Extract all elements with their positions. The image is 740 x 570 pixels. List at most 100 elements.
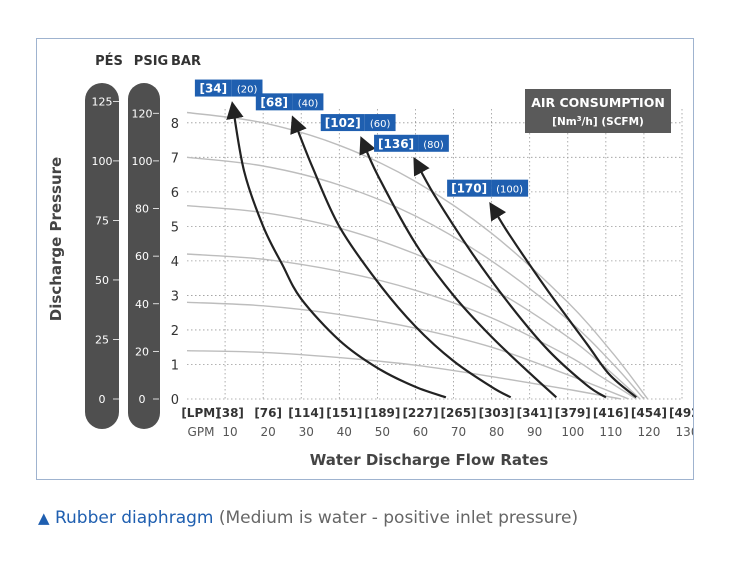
- air-consumption-label-badge: [292, 93, 324, 111]
- air-consumption-label-badge: [320, 114, 365, 132]
- legend-title: AIR CONSUMPTION: [531, 95, 665, 110]
- x-tick-lpm: [492]: [669, 406, 693, 420]
- x-tick-gpm: 10: [222, 425, 237, 439]
- psig-tick-label: 100: [132, 155, 153, 168]
- air-consumption-label-badge: [418, 134, 449, 152]
- y-axis-title: Discharge Pressure: [47, 157, 65, 321]
- air-consumption-label-badge: [491, 179, 529, 197]
- pes-scale-ticks: 0255075100125150175200225250275: [92, 36, 119, 406]
- psig-scale-pill: [128, 83, 160, 429]
- x-tick-gpm: 30: [299, 425, 314, 439]
- x-tick-lpm: [189]: [364, 406, 400, 420]
- bar-tick-label: 4: [171, 255, 179, 270]
- x-tick-lpm: [38]: [216, 406, 244, 420]
- air-consumption-nm3: [170]: [451, 182, 487, 196]
- x-tick-lpm: [454]: [631, 406, 667, 420]
- x-tick-lpm: [76]: [254, 406, 282, 420]
- x-tick-lpm: [227]: [402, 406, 438, 420]
- air-consumption-nm3: [34]: [199, 82, 227, 96]
- plot-area: [187, 109, 682, 399]
- x-tick-lpm: [303]: [479, 406, 515, 420]
- air-consumption-legend: AIR CONSUMPTION [Nm3/h] (SCFM): [525, 89, 671, 133]
- bar-tick-label: 6: [171, 186, 179, 201]
- x-tick-lpm: [379]: [555, 406, 591, 420]
- x-tick-gpm: 100: [561, 425, 584, 439]
- pressure-curve: [186, 253, 637, 400]
- x-tick-gpm: 130: [676, 425, 693, 439]
- pes-header: PÉS: [95, 53, 123, 69]
- air-consumption-curves: [226, 101, 638, 399]
- psig-tick-label: 60: [135, 250, 149, 263]
- bar-header: BAR: [171, 54, 201, 69]
- air-consumption-scfm: (100): [496, 185, 523, 196]
- pes-tick-label: 50: [95, 274, 109, 287]
- bar-tick-label: 2: [171, 324, 179, 339]
- x-unit-lpm: [LPM]: [181, 406, 220, 420]
- air-consumption-label: [34] (20): [194, 79, 263, 97]
- air-consumption-curve: [290, 115, 512, 399]
- x-tick-gpm: 110: [599, 425, 622, 439]
- air-consumption-scfm: (20): [237, 85, 258, 96]
- triangle-icon: ▲: [38, 509, 50, 527]
- air-consumption-label: [170] (100): [447, 179, 529, 197]
- bar-tick-label: 3: [171, 289, 179, 304]
- pump-performance-chart: PÉS PSIG BAR Discharge Pressure 02550751…: [47, 36, 705, 469]
- bar-tick-label: 0: [171, 393, 179, 408]
- air-consumption-label-badge: [231, 79, 263, 97]
- pes-tick-label: 0: [99, 393, 106, 406]
- x-axis-title: Water Discharge Flow Rates: [310, 451, 549, 469]
- pressure-curve: [186, 350, 622, 400]
- x-unit-gpm: GPM: [188, 425, 215, 439]
- air-consumption-label: [68] (40): [255, 93, 324, 111]
- psig-tick-label: 80: [135, 203, 149, 216]
- air-consumption-curve: [413, 156, 607, 399]
- pes-tick-label: 75: [95, 214, 109, 227]
- x-tick-gpm: 90: [527, 425, 542, 439]
- air-consumption-curve: [489, 201, 638, 399]
- psig-scale-ticks: 0 20 40 60 80 100 120: [132, 107, 159, 406]
- x-tick-gpm: 40: [337, 425, 352, 439]
- bar-tick-label: 8: [171, 117, 179, 132]
- pressure-curve: [186, 301, 629, 400]
- pressure-curve: [186, 156, 645, 400]
- x-tick-gpm: 50: [375, 425, 390, 439]
- caption-note: (Medium is water - positive inlet pressu…: [218, 508, 579, 528]
- psig-tick-label: 20: [135, 345, 149, 358]
- x-tick-lpm: [265]: [441, 406, 477, 420]
- air-consumption-nm3: [68]: [260, 95, 288, 109]
- x-tick-gpm: 70: [451, 425, 466, 439]
- x-tick-gpm: 20: [261, 425, 276, 439]
- x-tick-gpm: 80: [489, 425, 504, 439]
- air-consumption-label: [102] (60): [320, 114, 396, 132]
- bar-scale-ticks: 0 1 2 3 4 5 6 7 8: [171, 117, 179, 408]
- bar-tick-label: 5: [171, 220, 179, 235]
- pes-tick-label: 125: [92, 95, 113, 108]
- bar-tick-label: 1: [171, 358, 179, 373]
- psig-header: PSIG: [134, 54, 168, 69]
- air-consumption-label-badge: [374, 134, 419, 152]
- air-consumption-label-badge: [194, 79, 232, 97]
- chart-frame: PÉS PSIG BAR Discharge Pressure 0 25 50 75 1…: [36, 36, 705, 480]
- air-consumption-scfm: (80): [423, 140, 444, 151]
- caption-main: Rubber diaphragm: [54, 508, 214, 528]
- air-consumption-label-badge: [255, 93, 293, 111]
- pes-tick-label: 100: [92, 155, 113, 168]
- pressure-curve: [186, 111, 649, 400]
- x-axis-ticks: [38] 10 [76] 20 [114] 30 [151] 40 [189] 50 [227] 60…: [216, 406, 705, 439]
- x-tick-gpm: 60: [413, 425, 428, 439]
- psig-tick-label: 120: [132, 107, 153, 120]
- x-tick-lpm: [114]: [288, 406, 324, 420]
- air-consumption-scfm: (40): [298, 98, 319, 109]
- air-consumption-nm3: [102]: [325, 116, 361, 130]
- air-consumption-label-badge: [447, 179, 492, 197]
- air-consumption-curve: [226, 101, 447, 399]
- air-consumption-curve: [359, 136, 558, 399]
- bar-tick-label: 7: [171, 151, 179, 166]
- x-tick-lpm: [416]: [593, 406, 629, 420]
- air-consumption-scfm: (60): [370, 119, 391, 130]
- air-consumption-label-badge: [364, 114, 396, 132]
- air-consumption-labels: [34] (20)[68] (40) [102] (60) [136] (80) [170] (…: [194, 79, 529, 197]
- pressure-curves: [186, 111, 649, 400]
- x-tick-gpm: 120: [637, 425, 660, 439]
- pes-tick-label: 150: [92, 39, 113, 49]
